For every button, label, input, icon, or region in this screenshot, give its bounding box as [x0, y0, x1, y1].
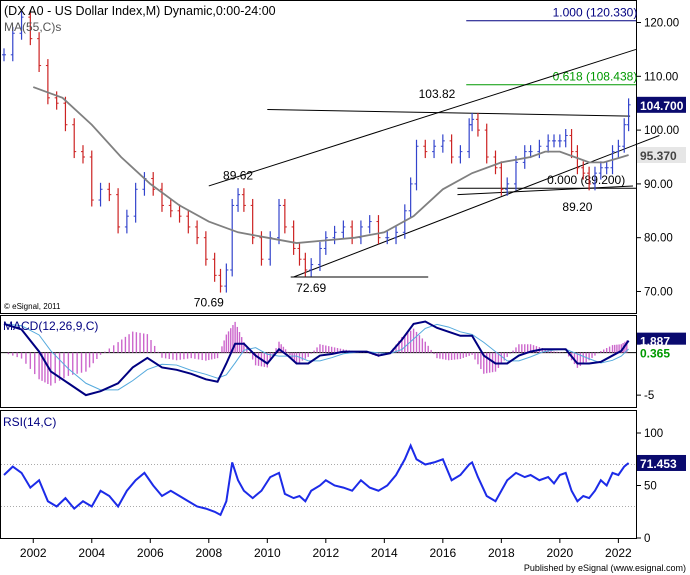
x-tick-label: 2002	[20, 546, 47, 560]
fib-level-label: 0.618 (108.438)	[553, 70, 638, 84]
macd-title: MACD(12,26,9,C)	[3, 319, 98, 333]
price-y-tick-label: 110.00	[644, 71, 678, 83]
x-tick-label: 2014	[371, 546, 398, 560]
rsi-title: RSI(14,C)	[3, 415, 56, 429]
trendline	[293, 135, 660, 278]
rsi-panel-frame	[0, 410, 637, 539]
x-tick-label: 2018	[488, 546, 515, 560]
price-label-box	[637, 147, 686, 164]
trendline	[457, 185, 634, 196]
rsi-value-label: 71.453	[640, 457, 677, 471]
x-tick-label: 2012	[312, 546, 339, 560]
rsi-line	[3, 443, 630, 517]
rsi-y-tick-label: 100	[644, 428, 663, 440]
rsi-value-box	[637, 454, 686, 471]
price-label-box	[637, 96, 686, 113]
trendline	[208, 48, 637, 187]
price-y-tick-label: 100.00	[644, 125, 679, 137]
macd-panel-frame	[0, 315, 637, 408]
macd-value-box	[637, 332, 686, 349]
x-tick-label: 2010	[254, 546, 281, 560]
fib-level-label: 0.000 (89.200)	[547, 173, 625, 187]
footer-credit: Published by eSignal (www.esignal.com)	[524, 563, 686, 573]
price-y-tick-label: 120.00	[644, 18, 679, 30]
x-tick-label: 2022	[605, 546, 632, 560]
macd-layer	[1, 320, 636, 397]
ma-line	[32, 86, 629, 244]
price-y-tick-label: 70.00	[644, 286, 673, 298]
rsi-y-tick-label: 50	[644, 481, 657, 493]
price-y-tick-label: 90.00	[644, 179, 673, 191]
macd-signal-line	[3, 323, 629, 391]
price-annotation: 89.62	[223, 169, 253, 183]
price-label: 104.700	[640, 99, 684, 113]
chart-title: (DX A0 - US Dollar Index,M) Dynamic,0:00…	[4, 4, 276, 18]
trendline	[267, 109, 631, 117]
rsi-layer	[1, 443, 636, 517]
x-tick-label: 2020	[547, 546, 574, 560]
price-annotation: 72.69	[296, 281, 326, 295]
price-annotation: 70.69	[194, 296, 224, 310]
macd-line	[3, 320, 630, 397]
x-tick-label: 2008	[195, 546, 222, 560]
axis-layer: 70.00 80.00 90.00 100.00 110.00 120.00 104.700…	[20, 18, 686, 560]
price-annotation: 103.82	[419, 87, 456, 101]
price-annotation: 89.20	[562, 200, 592, 214]
price-layer: 1.000 (120.330) 0.618 (108.438) 0.000 (89.…	[2, 6, 660, 310]
rsi-y-tick-label: 0	[644, 533, 650, 545]
macd-zero-box	[637, 344, 686, 361]
ma-label: MA(55,C)s	[4, 20, 61, 34]
macd-y-tick-label: -5	[644, 390, 654, 402]
x-tick-label: 2016	[429, 546, 456, 560]
macd-zero-label: 0.365	[640, 347, 670, 361]
price-label: 95.370	[640, 149, 677, 163]
fib-level-label: 1.000 (120.330)	[553, 6, 638, 20]
x-tick-label: 2006	[137, 546, 164, 560]
copyright: © eSignal, 2011	[4, 302, 61, 311]
price-y-tick-label: 80.00	[644, 233, 673, 245]
price-panel-frame	[0, 0, 637, 314]
x-tick-label: 2004	[78, 546, 105, 560]
